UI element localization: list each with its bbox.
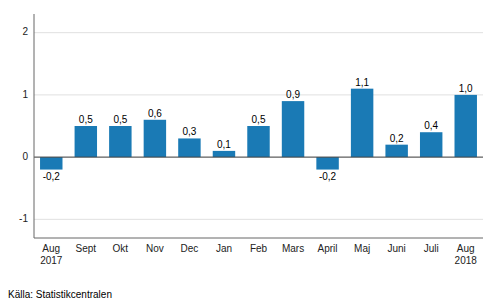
bar: [75, 126, 97, 157]
data-label: 0,9: [286, 89, 300, 100]
x-axis-line: [34, 238, 483, 239]
bar: [351, 89, 373, 157]
data-label: 0,5: [252, 114, 266, 125]
x-tick-label: Aug2017: [40, 243, 63, 266]
data-label: 1,0: [459, 83, 473, 94]
x-tick-label: Feb: [250, 243, 268, 254]
grid-line: [34, 32, 483, 33]
bar: [178, 138, 200, 157]
bar: [109, 126, 131, 157]
x-tick-label: Nov: [146, 243, 164, 254]
x-tick-label: Jan: [216, 243, 232, 254]
data-label: 0,5: [113, 114, 127, 125]
data-label: 0,3: [182, 126, 196, 137]
zero-line: [34, 157, 483, 158]
x-tick-label: Aug2018: [455, 243, 478, 266]
grid-line: [34, 157, 483, 158]
x-tick-label: Okt: [113, 243, 129, 254]
grid-line: [34, 94, 483, 95]
data-label: 0,5: [79, 114, 93, 125]
data-label: -0,2: [43, 171, 61, 182]
data-label: 0,4: [424, 120, 438, 131]
x-tick-label: Mars: [282, 243, 304, 254]
bar: [247, 126, 269, 157]
x-tick-label: Maj: [354, 243, 370, 254]
data-label: 0,6: [148, 108, 162, 119]
chart-container: -1 0 1 2 -0,2 0,5 0,5 0,6 0,3 0,1 0,5 0,9 -0,2 1,1 0,2…: [0, 0, 493, 304]
bar: [420, 132, 442, 157]
bar: [385, 145, 407, 157]
bar: [282, 101, 304, 157]
y-tick-label: 1: [22, 89, 28, 100]
grid-line: [34, 219, 483, 220]
data-label: 1,1: [355, 77, 369, 88]
x-tick-label: Juli: [424, 243, 439, 254]
data-label: 0,1: [217, 139, 231, 150]
bar: [40, 157, 62, 169]
x-tick-label: Dec: [181, 243, 199, 254]
bar: [144, 120, 166, 157]
y-tick-label: -1: [19, 213, 28, 224]
y-tick-label: 2: [22, 26, 28, 37]
data-label: 0,2: [390, 133, 404, 144]
x-tick-label: Sept: [76, 243, 97, 254]
x-tick-label: April: [318, 243, 338, 254]
data-label: -0,2: [319, 171, 337, 182]
bar: [316, 157, 338, 169]
bar: [213, 151, 235, 157]
bar: [455, 95, 477, 157]
x-tick-label: Juni: [387, 243, 405, 254]
grid: [34, 33, 483, 220]
y-tick-label: 0: [22, 151, 28, 162]
y-axis-line: [34, 14, 35, 238]
source-note: Källa: Statistikcentralen: [8, 289, 112, 300]
chart: -1 0 1 2 -0,2 0,5 0,5 0,6 0,3 0,1 0,5 0,9 -0,2 1,1 0,2…: [0, 0, 493, 304]
